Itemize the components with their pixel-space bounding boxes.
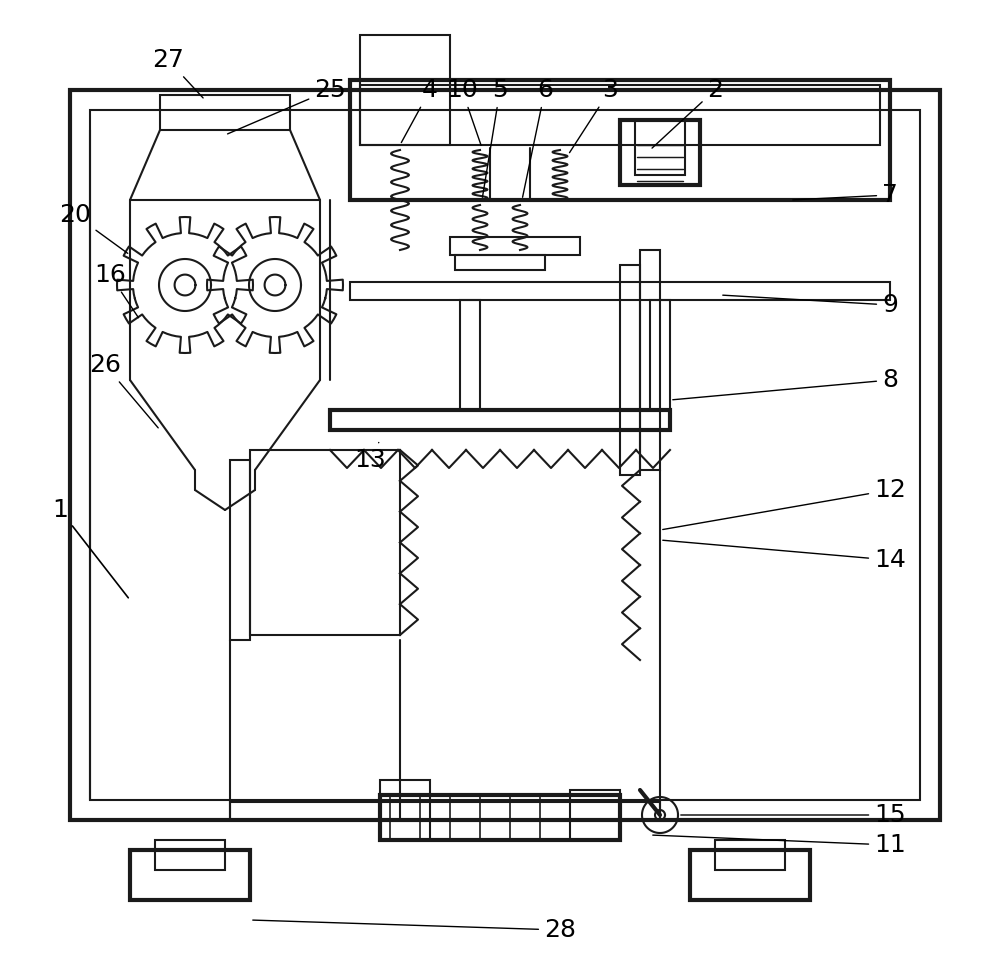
Bar <box>380 795 620 840</box>
Text: 27: 27 <box>152 48 203 98</box>
Bar <box>620 120 700 185</box>
Bar <box>690 850 810 900</box>
Bar <box>360 85 880 145</box>
Bar <box>450 237 580 255</box>
Bar <box>160 95 290 130</box>
Bar <box>640 250 660 470</box>
Text: 15: 15 <box>681 803 906 827</box>
Text: 12: 12 <box>663 478 906 529</box>
Bar <box>230 802 660 820</box>
Bar <box>380 780 430 840</box>
Bar <box>70 90 940 820</box>
Bar <box>570 790 620 840</box>
Text: 20: 20 <box>59 203 128 253</box>
Bar <box>130 850 250 900</box>
Bar <box>90 110 920 800</box>
Text: 28: 28 <box>253 918 576 942</box>
Text: 7: 7 <box>793 183 898 207</box>
Bar <box>155 840 225 870</box>
Bar <box>350 80 890 200</box>
Text: 6: 6 <box>523 78 553 198</box>
Text: 26: 26 <box>89 353 158 428</box>
Bar <box>620 265 640 475</box>
Bar <box>715 840 785 870</box>
Bar <box>250 450 400 635</box>
Bar <box>650 300 670 420</box>
Bar <box>460 300 480 420</box>
Text: 13: 13 <box>354 442 386 472</box>
Bar <box>230 460 250 640</box>
Bar <box>635 120 685 175</box>
Bar <box>455 255 545 270</box>
Text: 4: 4 <box>401 78 438 143</box>
Text: 8: 8 <box>673 368 898 400</box>
Bar <box>330 410 670 430</box>
Bar <box>350 282 890 300</box>
Text: 3: 3 <box>570 78 618 152</box>
Bar <box>360 35 450 145</box>
Text: 25: 25 <box>228 78 346 134</box>
Text: 1: 1 <box>52 498 128 597</box>
Text: 11: 11 <box>653 833 906 857</box>
Text: 14: 14 <box>663 540 906 572</box>
Text: 10: 10 <box>446 78 481 146</box>
Text: 9: 9 <box>723 293 898 317</box>
Text: 5: 5 <box>482 78 508 198</box>
Text: 16: 16 <box>94 263 138 317</box>
Text: 2: 2 <box>652 78 723 148</box>
